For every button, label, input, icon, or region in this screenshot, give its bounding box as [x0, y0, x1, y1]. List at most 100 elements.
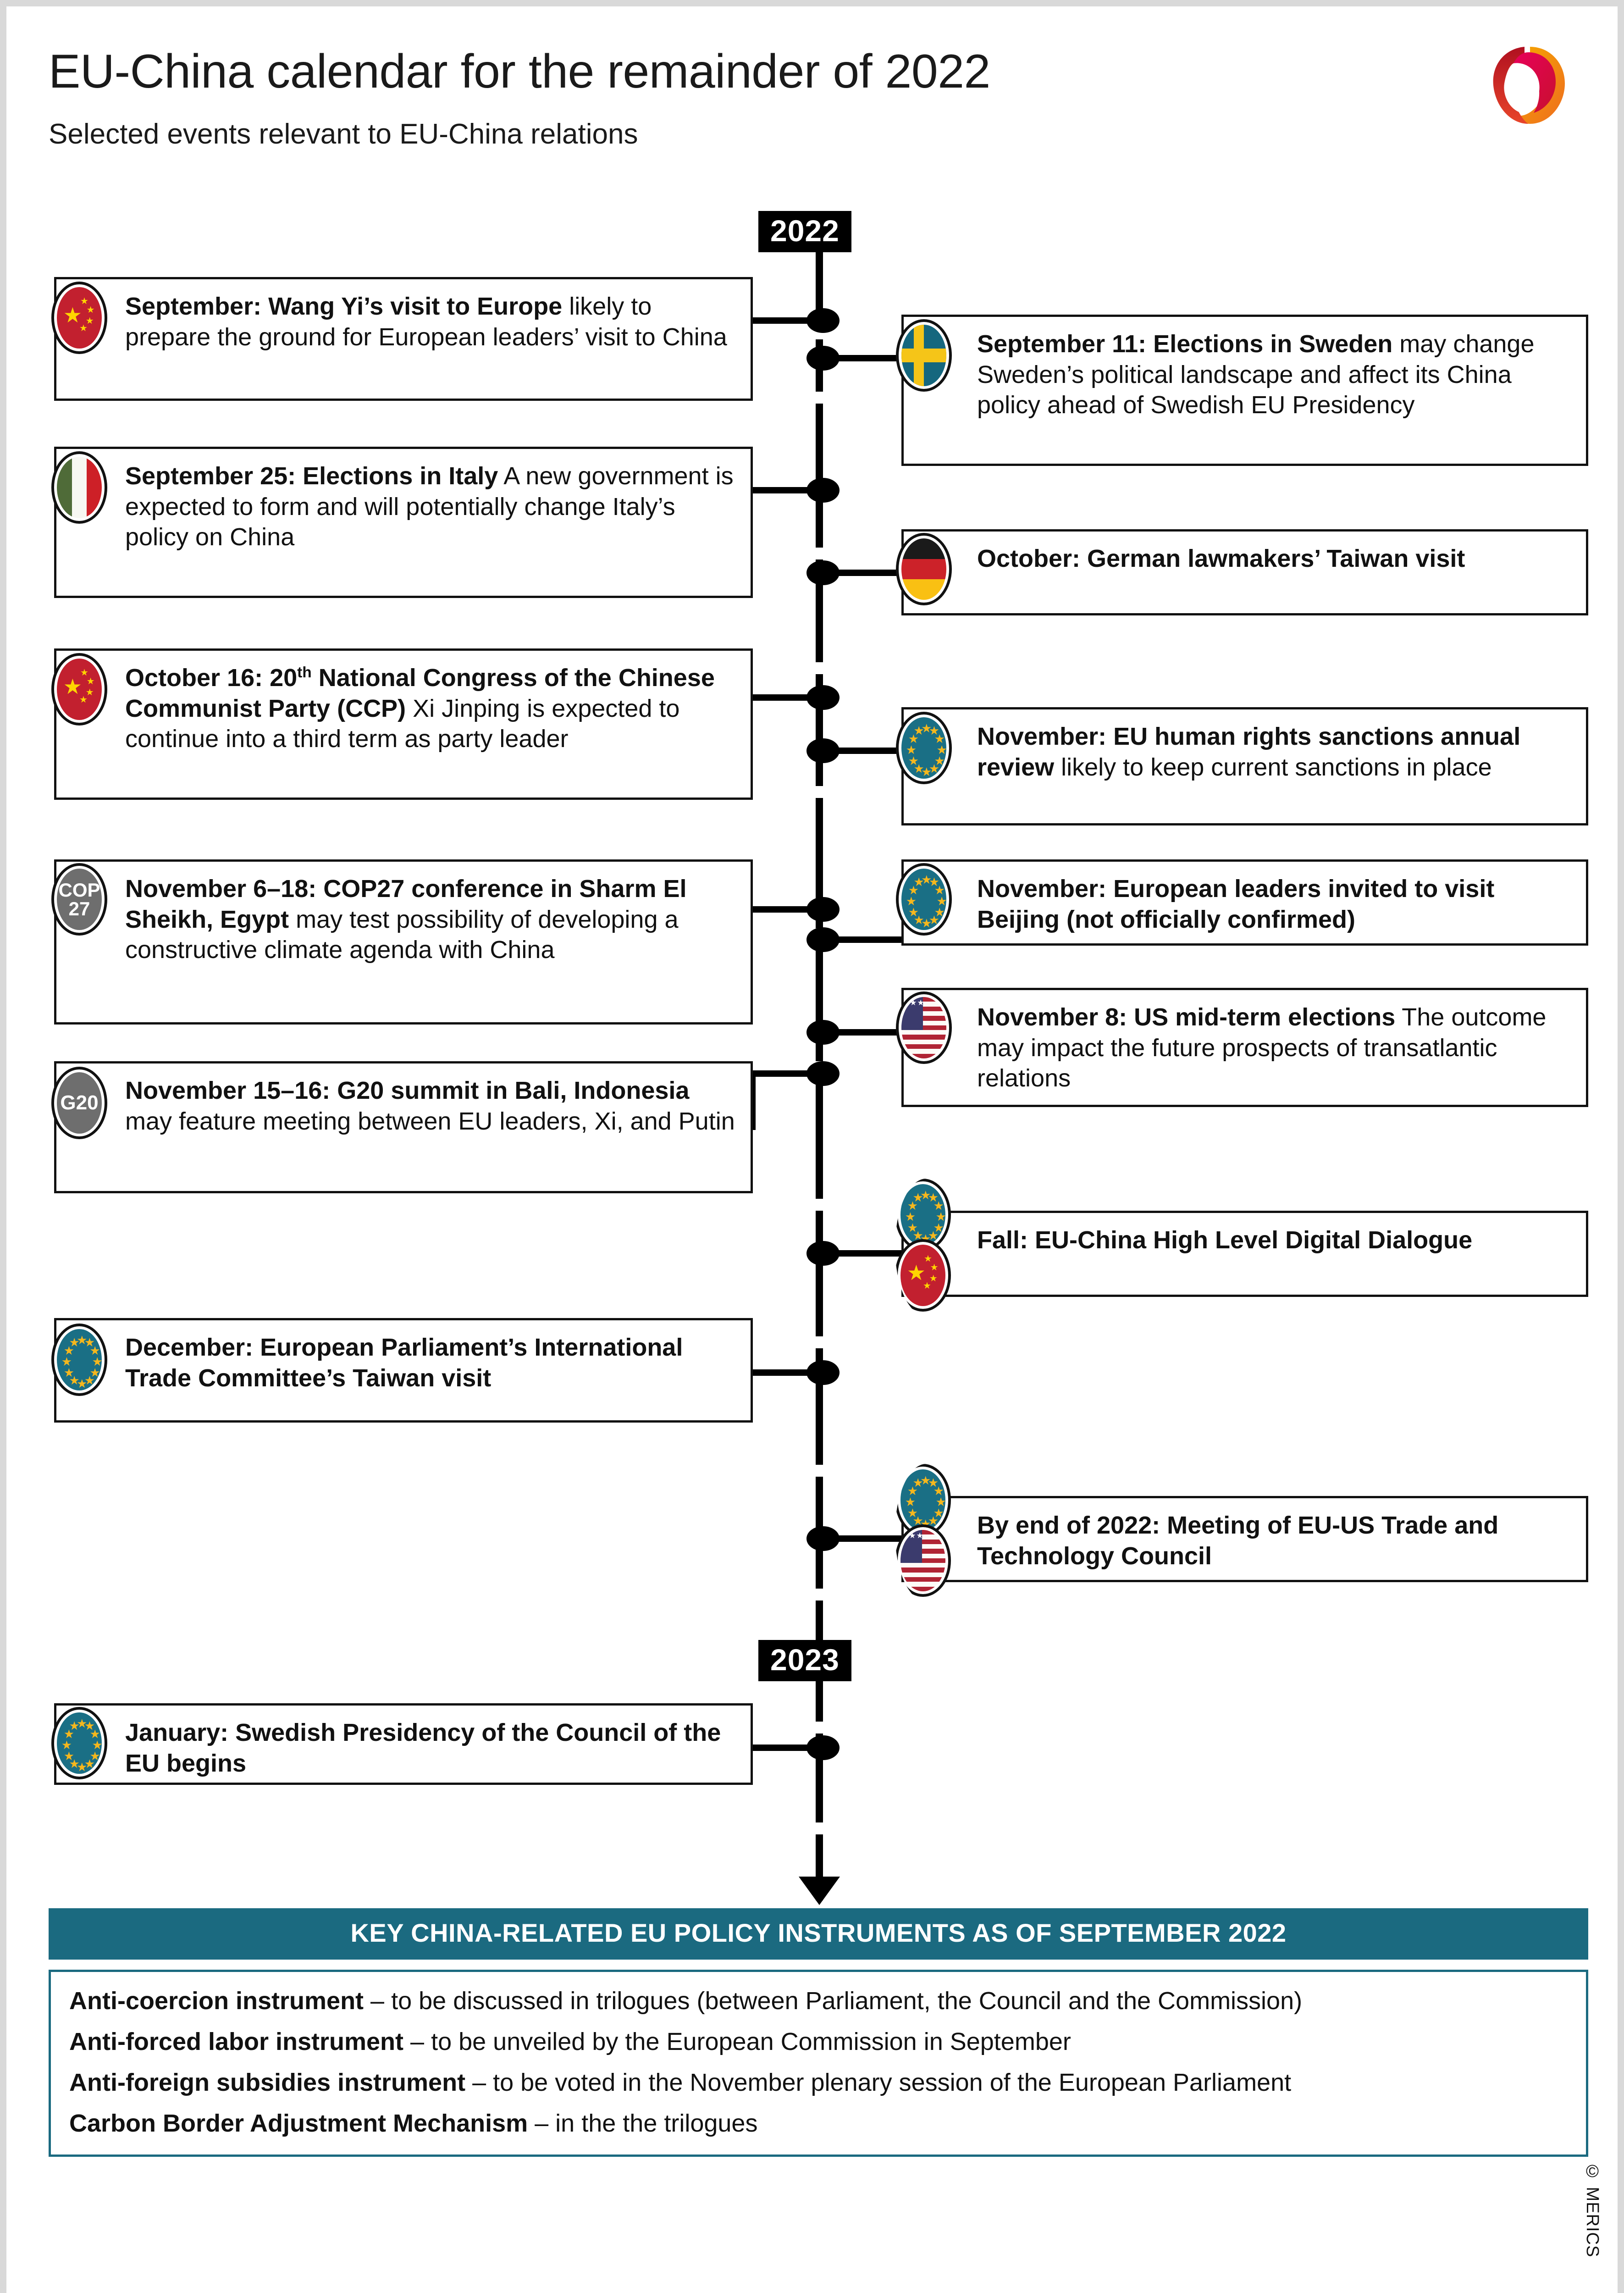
timeline-node-14 [806, 1735, 840, 1760]
spine-gap [813, 1589, 826, 1601]
flag-italy-icon [51, 451, 107, 524]
event-text: December: European Parliament’s Internat… [56, 1320, 751, 1406]
spine-gap [813, 1465, 826, 1477]
event-card-right-4[interactable]: November: European leaders invited to vi… [901, 859, 1588, 946]
event-card-right-7[interactable]: By end of 2022: Meeting of EU-US Trade a… [901, 1496, 1588, 1582]
event-text: October 16: 20th National Congress of th… [56, 651, 751, 767]
event-detail: The outcome may impact the future prospe… [977, 1003, 1547, 1092]
flag-eu-usa-icon: ★ ★ ★ ★ ★ ★ ★ ★ ★ ★ ★ ★ [895, 1464, 957, 1601]
cop27-line2: 27 [68, 898, 90, 919]
event-headline: By end of 2022: Meeting of EU-US Trade a… [977, 1512, 1499, 1570]
event-text: January: Swedish Presidency of the Counc… [56, 1706, 751, 1791]
flag-china-icon: ★ ★ ★ ★ ★ [51, 282, 107, 354]
policy-panel-body: Anti-coercion instrument – to be discuss… [49, 1970, 1588, 2157]
copyright-label: © MERICS [1583, 2162, 1602, 2258]
policy-instruments-panel: KEY CHINA-RELATED EU POLICY INSTRUMENTS … [49, 1908, 1588, 2157]
cop27-icon: COP 27 [51, 863, 107, 936]
connector-left-3 [751, 694, 820, 701]
connector-right-6 [819, 1250, 902, 1257]
event-detail: may feature meeting between EU leaders, … [125, 1107, 735, 1135]
spine-gap [813, 1336, 826, 1348]
event-detail: Xi Jinping is expected to continue into … [125, 694, 680, 753]
flag-china-icon: ★ ★ ★ ★ ★ [895, 1239, 951, 1312]
timeline-node-3 [806, 478, 840, 503]
event-card-left-6[interactable]: December: European Parliament’s Internat… [54, 1318, 753, 1423]
flag-sweden-icon [896, 319, 952, 392]
g20-label: G20 [60, 1091, 99, 1114]
connector-right-2 [819, 570, 902, 576]
connector-right-4 [819, 936, 902, 943]
flag-eu-icon: ★ ★ ★ ★ ★ ★ ★ ★ ★ ★ ★ ★ [895, 1464, 951, 1536]
timeline-arrowhead [799, 1877, 840, 1905]
connector-left-4 [751, 906, 820, 913]
event-card-left-1[interactable]: September: Wang Yi’s visit to Europe lik… [54, 277, 753, 401]
flag-eu-icon: ★ ★ ★ ★ ★ ★ ★ ★ ★ ★ ★ ★ [51, 1707, 107, 1779]
timeline-node-13 [806, 1526, 840, 1551]
timeline-node-8 [806, 927, 840, 952]
event-detail: likely to keep current sanctions in plac… [1054, 753, 1492, 781]
policy-item-detail: – in the the trilogues [528, 2109, 758, 2137]
event-headline: November: European leaders invited to vi… [977, 875, 1495, 933]
event-card-right-5[interactable]: November 8: US mid-term elections The ou… [901, 988, 1588, 1107]
timeline-node-11 [806, 1241, 840, 1266]
connector-right-1 [819, 355, 902, 361]
policy-item-name: Anti-forced labor instrument [69, 2027, 404, 2055]
event-text: October: German lawmakers’ Taiwan visit [904, 532, 1586, 587]
timeline-node-5 [806, 685, 840, 710]
event-text: By end of 2022: Meeting of EU-US Trade a… [904, 1498, 1586, 1584]
cop27-line1: COP [58, 879, 100, 901]
policy-item-name: Anti-foreign subsidies instrument [69, 2068, 466, 2096]
policy-item-detail: – to be voted in the November plenary se… [465, 2068, 1292, 2096]
flag-germany-icon [896, 533, 952, 605]
event-headline: November: EU human rights sanctions annu… [977, 723, 1521, 781]
policy-item: Anti-foreign subsidies instrument – to b… [69, 2067, 1568, 2098]
year-marker-2022: 2022 [758, 211, 851, 252]
flag-usa-icon: ★★★★★★★★★★★★★★★★★★ [896, 991, 952, 1064]
event-text: September 11: Elections in Sweden may ch… [904, 317, 1586, 433]
policy-item-detail: – to be discussed in trilogues (between … [364, 1987, 1303, 2015]
event-headline: January: Swedish Presidency of the Counc… [125, 1719, 721, 1777]
flag-eu-icon: ★ ★ ★ ★ ★ ★ ★ ★ ★ ★ ★ ★ [896, 712, 952, 784]
event-card-right-3[interactable]: November: EU human rights sanctions annu… [901, 707, 1588, 825]
event-headline: September 25: Elections in Italy [125, 462, 498, 490]
event-card-right-2[interactable]: October: German lawmakers’ Taiwan visit [901, 529, 1588, 615]
event-card-left-4[interactable]: November 6–18: COP27 conference in Sharm… [54, 859, 753, 1025]
flag-eu-icon: ★ ★ ★ ★ ★ ★ ★ ★ ★ ★ ★ ★ [895, 1179, 951, 1251]
policy-item: Anti-coercion instrument – to be discuss… [69, 1986, 1568, 2016]
event-headline: November 6–18: COP27 conference in Sharm… [125, 875, 687, 933]
event-text: November 8: US mid-term elections The ou… [904, 990, 1586, 1107]
event-card-left-3[interactable]: October 16: 20th National Congress of th… [54, 648, 753, 800]
event-text: November: EU human rights sanctions annu… [904, 709, 1586, 795]
connector-right-7 [819, 1535, 902, 1542]
year-marker-2023: 2023 [758, 1640, 851, 1681]
spine-gap [813, 392, 826, 404]
event-text: November 6–18: COP27 conference in Sharm… [56, 862, 751, 978]
policy-item-name: Anti-coercion instrument [69, 1987, 364, 2015]
flag-usa-icon: ★★★★★★★★★★★★★★★★★★ [895, 1524, 951, 1597]
spine-gap [813, 548, 826, 559]
merics-logo [1480, 39, 1576, 131]
connector-left-6 [751, 1369, 820, 1376]
event-card-left-7[interactable]: January: Swedish Presidency of the Counc… [54, 1703, 753, 1785]
event-text: November: European leaders invited to vi… [904, 862, 1586, 947]
timeline-node-4 [806, 560, 840, 585]
event-card-right-1[interactable]: September 11: Elections in Sweden may ch… [901, 315, 1588, 466]
event-detail: A new government is expected to form and… [125, 462, 734, 551]
event-headline: September: Wang Yi’s visit to Europe [125, 293, 563, 320]
timeline-node-9 [806, 1020, 840, 1045]
spine-gap [813, 786, 826, 798]
g20-icon: G20 [51, 1067, 107, 1139]
timeline-node-10 [806, 1061, 840, 1086]
spine-gap [813, 1822, 826, 1834]
event-card-left-5[interactable]: November 15–16: G20 summit in Bali, Indo… [54, 1061, 753, 1193]
flag-eu-icon: ★ ★ ★ ★ ★ ★ ★ ★ ★ ★ ★ ★ [51, 1324, 107, 1396]
event-text: September 25: Elections in Italy A new g… [56, 449, 751, 565]
event-card-right-6[interactable]: Fall: EU-China High Level Digital Dialog… [901, 1211, 1588, 1297]
event-text: Fall: EU-China High Level Digital Dialog… [904, 1213, 1586, 1268]
connector-left-2 [751, 487, 820, 493]
event-card-left-2[interactable]: September 25: Elections in Italy A new g… [54, 447, 753, 598]
connector-left-1 [751, 317, 820, 324]
event-headline: September 11: Elections in Sweden [977, 330, 1393, 358]
page-subtitle: Selected events relevant to EU-China rel… [49, 118, 638, 150]
